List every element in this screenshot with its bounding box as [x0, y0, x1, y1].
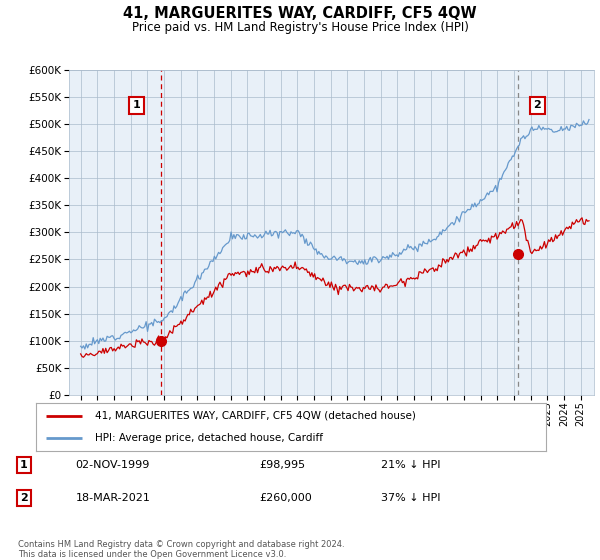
- Text: 18-MAR-2021: 18-MAR-2021: [76, 493, 150, 503]
- Text: Contains HM Land Registry data © Crown copyright and database right 2024.
This d: Contains HM Land Registry data © Crown c…: [18, 540, 344, 559]
- Text: 21% ↓ HPI: 21% ↓ HPI: [380, 460, 440, 470]
- Text: 1: 1: [133, 100, 140, 110]
- Text: Price paid vs. HM Land Registry's House Price Index (HPI): Price paid vs. HM Land Registry's House …: [131, 21, 469, 34]
- Text: 02-NOV-1999: 02-NOV-1999: [76, 460, 150, 470]
- Text: 41, MARGUERITES WAY, CARDIFF, CF5 4QW: 41, MARGUERITES WAY, CARDIFF, CF5 4QW: [123, 6, 477, 21]
- Text: £260,000: £260,000: [260, 493, 313, 503]
- Text: £98,995: £98,995: [260, 460, 306, 470]
- Text: 2: 2: [20, 493, 28, 503]
- Text: 37% ↓ HPI: 37% ↓ HPI: [380, 493, 440, 503]
- Text: 1: 1: [20, 460, 28, 470]
- Text: 41, MARGUERITES WAY, CARDIFF, CF5 4QW (detached house): 41, MARGUERITES WAY, CARDIFF, CF5 4QW (d…: [95, 410, 416, 421]
- Text: HPI: Average price, detached house, Cardiff: HPI: Average price, detached house, Card…: [95, 433, 323, 444]
- Text: 2: 2: [533, 100, 541, 110]
